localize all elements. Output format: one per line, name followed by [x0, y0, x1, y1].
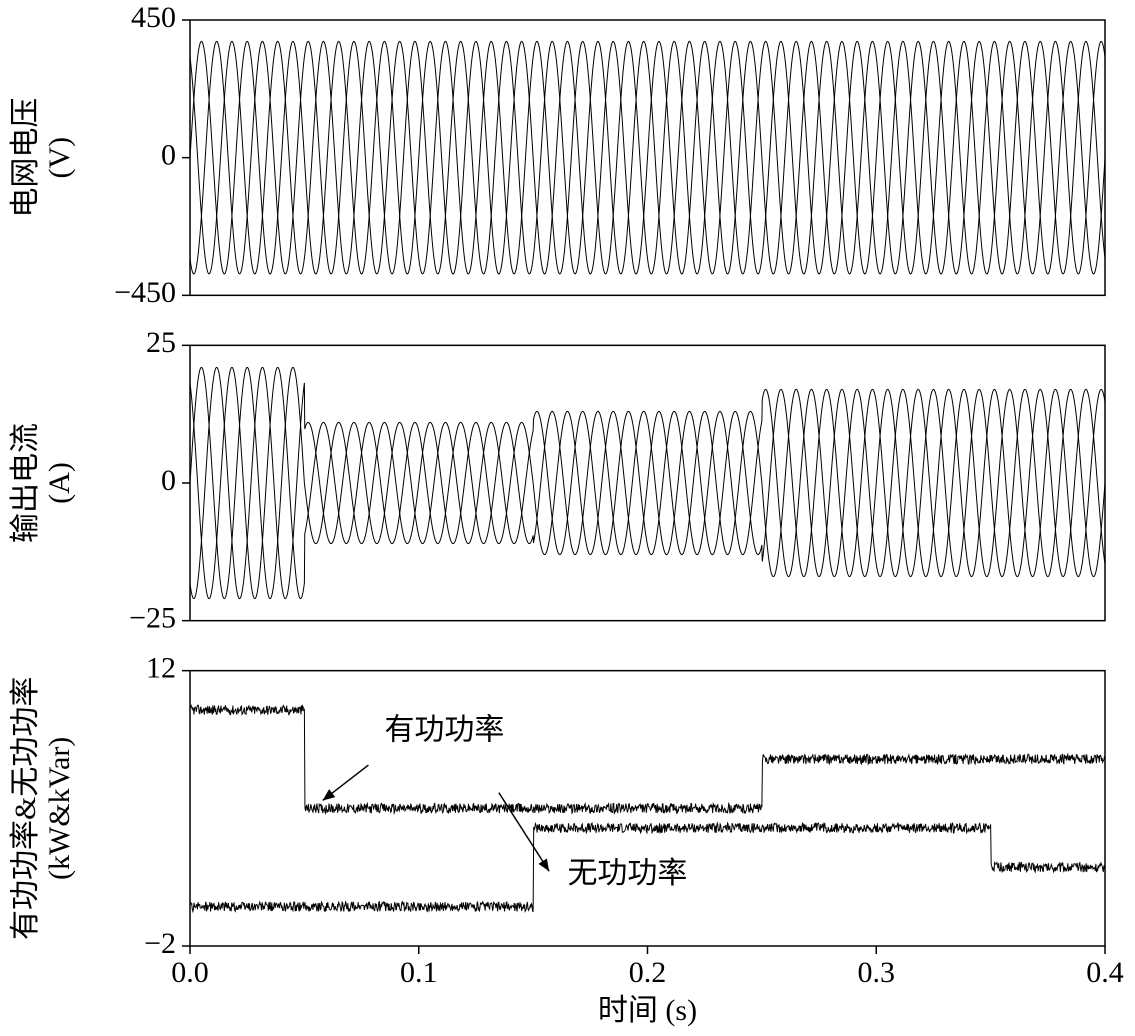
svg-text:12: 12 — [146, 652, 176, 685]
svg-text:电网电压: 电网电压 — [9, 98, 42, 218]
svg-text:0.4: 0.4 — [1086, 956, 1124, 989]
svg-text:(A): (A) — [43, 462, 76, 504]
svg-text:时间 (s): 时间 (s) — [598, 994, 697, 1027]
svg-text:450: 450 — [131, 1, 176, 34]
svg-text:有功功率: 有功功率 — [384, 714, 504, 747]
svg-text:−25: −25 — [129, 602, 176, 635]
svg-text:输出电流: 输出电流 — [9, 423, 42, 543]
svg-text:−2: −2 — [144, 927, 176, 960]
svg-text:0.1: 0.1 — [400, 956, 438, 989]
svg-text:无功功率: 无功功率 — [567, 857, 687, 890]
svg-text:0.0: 0.0 — [171, 956, 209, 989]
svg-text:25: 25 — [146, 326, 176, 359]
svg-text:有功功率&无功功率: 有功功率&无功功率 — [9, 677, 42, 940]
svg-text:−450: −450 — [114, 276, 176, 309]
svg-text:0.2: 0.2 — [629, 956, 667, 989]
figure-svg: −450 0 450 电网电压(V) −25 0 25 输出电流(A) −2 12 有功功率&无功功… — [0, 0, 1135, 1036]
svg-text:(V): (V) — [43, 137, 76, 179]
svg-text:0: 0 — [161, 139, 176, 172]
svg-text:0.3: 0.3 — [858, 956, 896, 989]
svg-text:0: 0 — [161, 464, 176, 497]
svg-text:(kW&kVar): (kW&kVar) — [43, 737, 76, 880]
